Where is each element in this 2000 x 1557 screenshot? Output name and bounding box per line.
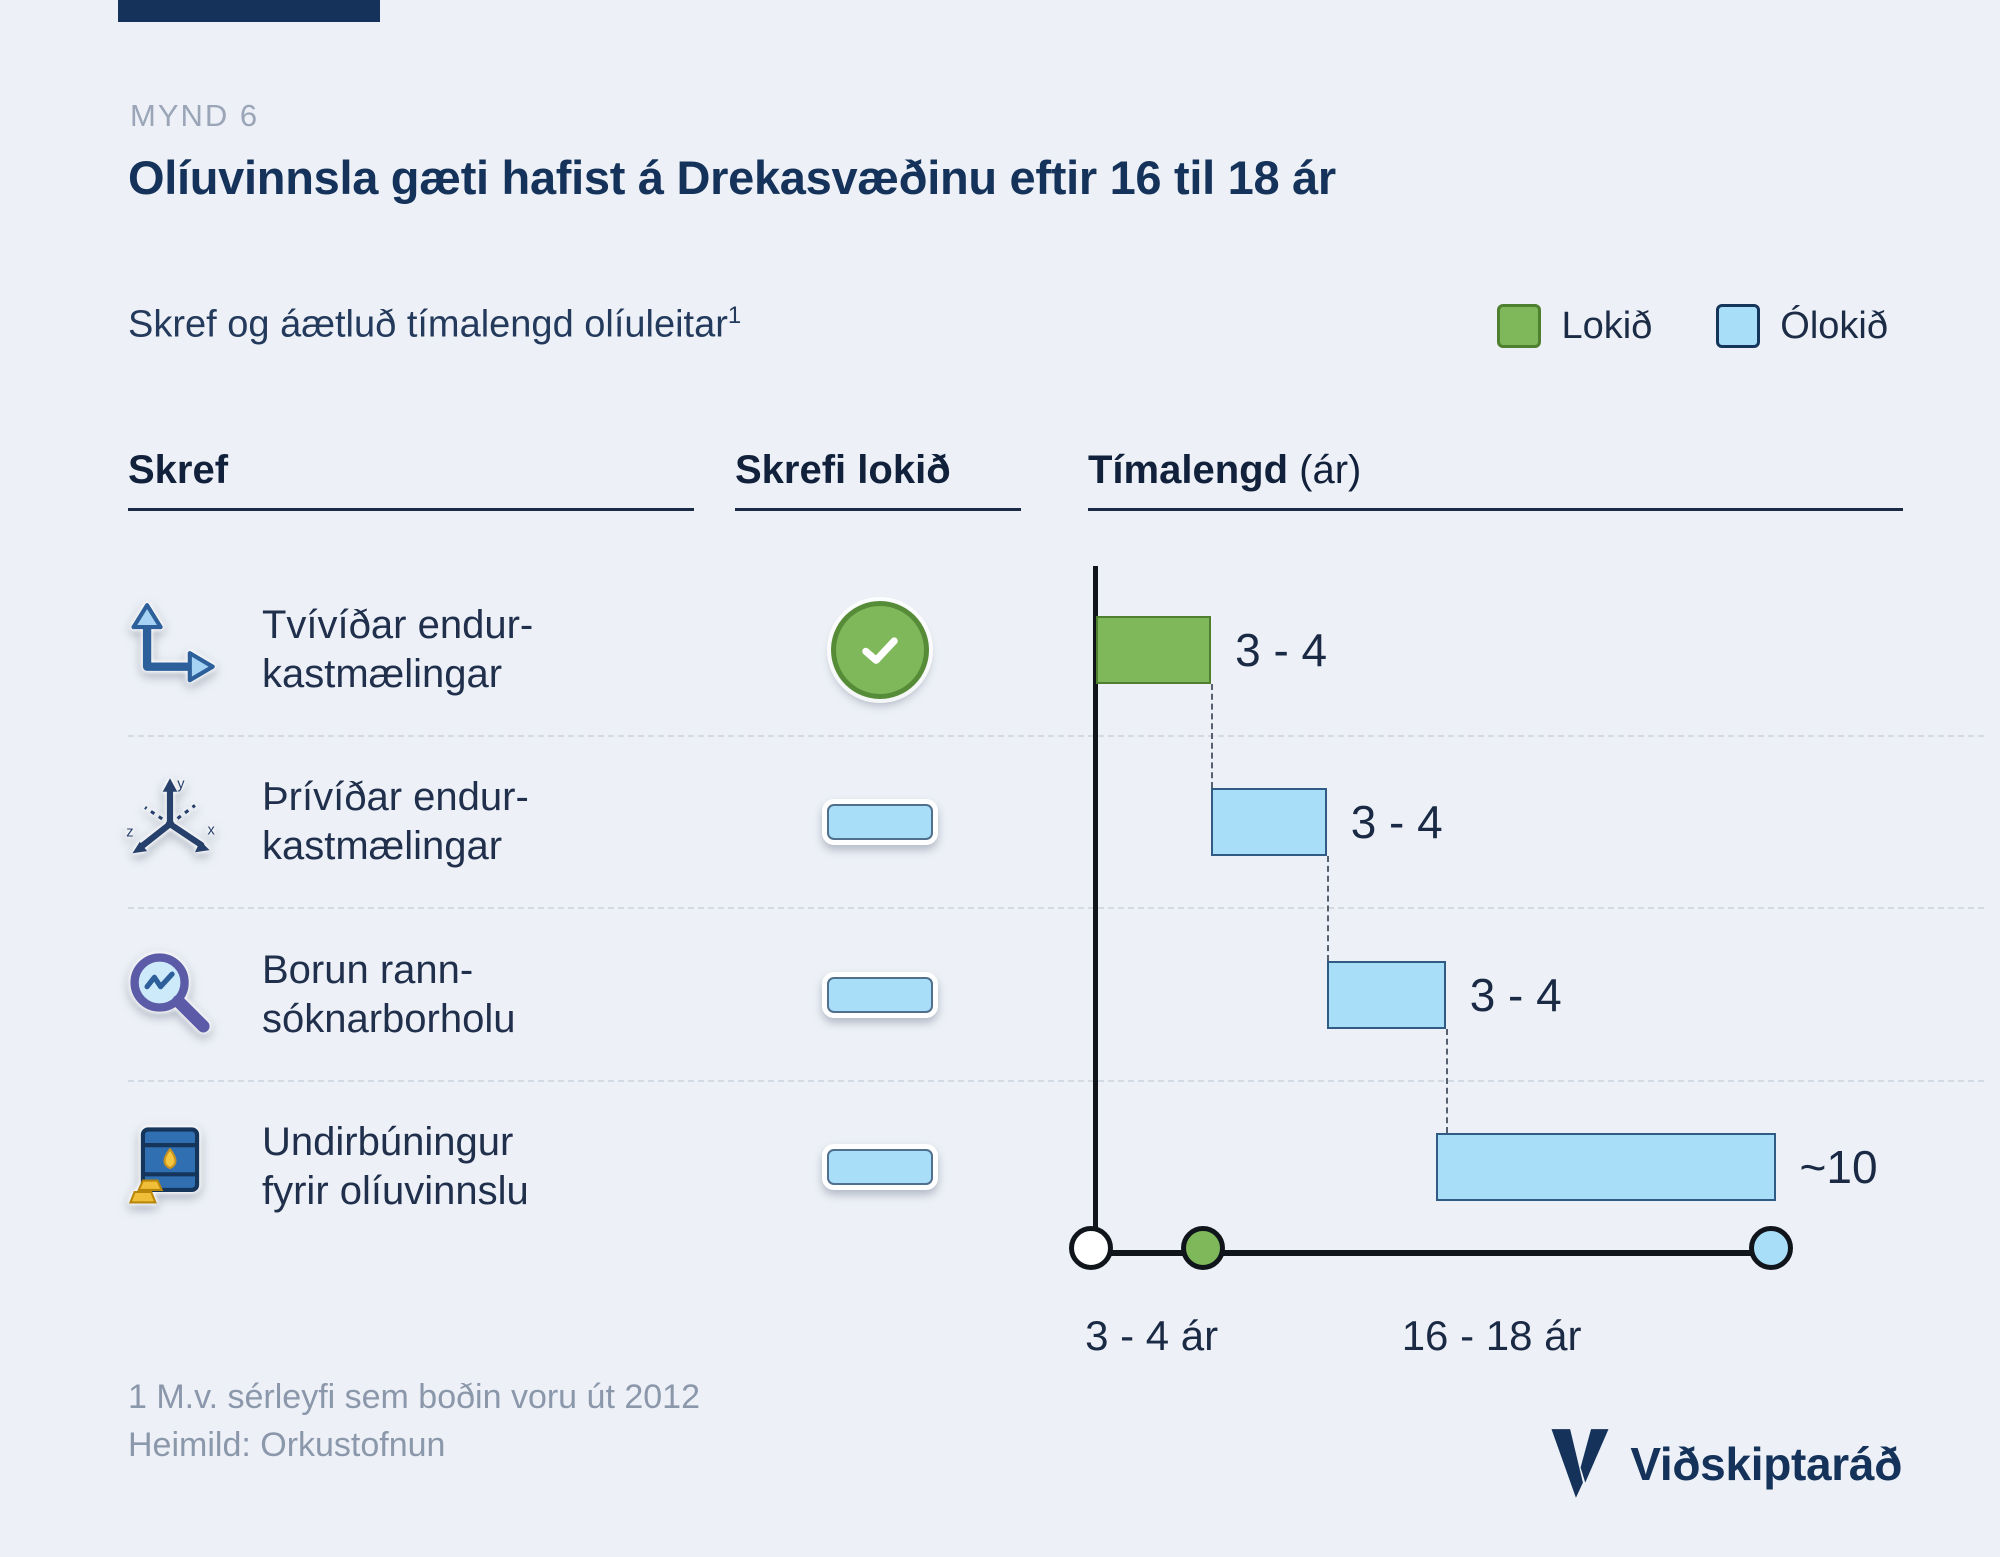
brand: Viðskiptaráð: [1548, 1423, 1902, 1505]
footnote-ref: 1: [727, 302, 742, 329]
legend: Lokið Ólokið: [1497, 304, 1888, 348]
figure-subtitle: Skref og áætluð tímalengd olíuleitar1: [128, 302, 741, 347]
bar-duration-label: 3 - 4: [1350, 796, 1443, 848]
gantt-axis-line: [1093, 566, 1098, 1256]
step-label-line2: sóknarborholu: [262, 997, 516, 1041]
legend-label-done: Lokið: [1561, 304, 1653, 347]
gantt-bar-done: [1095, 616, 1212, 684]
status-done: [831, 601, 929, 699]
timeline-line: [1085, 1250, 1786, 1256]
3d-axes-icon: y z x: [120, 772, 220, 872]
step-label: Þrívíðar endur- kastmælingar: [262, 773, 529, 871]
magnifier-icon: [120, 945, 220, 1045]
timeline-segment-label: 16 - 18 ár: [1401, 1312, 1582, 1359]
step-label-line2: kastmælingar: [262, 652, 503, 696]
timeline-marker-done: [1180, 1226, 1225, 1270]
gantt-connector: [1326, 856, 1329, 961]
check-circle: [831, 601, 929, 699]
2d-axes-icon: [120, 600, 220, 700]
status-pending: [822, 972, 938, 1018]
legend-swatch-pending: [1716, 304, 1761, 348]
step-label-line2: kastmælingar: [262, 824, 503, 868]
legend-label-pending: Ólokið: [1780, 304, 1888, 347]
step-label: Tvívíðar endur- kastmælingar: [262, 601, 533, 699]
legend-swatch-done: [1497, 304, 1542, 348]
row-divider: [128, 735, 1984, 737]
svg-text:x: x: [208, 823, 216, 839]
step-label: Borun rann- sóknarborholu: [262, 946, 516, 1044]
subtitle-text: Skref og áætluð tímalengd olíuleitar: [128, 303, 728, 346]
column-header-completed: Skrefi lokið: [735, 448, 951, 492]
step-label-line1: Þrívíðar endur-: [262, 775, 529, 820]
svg-text:z: z: [126, 825, 133, 841]
table-row: Tvívíðar endur- kastmælingar: [0, 564, 2000, 736]
step-label-line1: Tvívíðar endur-: [262, 603, 534, 648]
gantt-connector: [1211, 684, 1214, 788]
bar-duration-label: 3 - 4: [1235, 624, 1328, 676]
footnote-source: Heimild: Orkustofnun: [128, 1426, 446, 1464]
bar-duration-label: ~10: [1799, 1141, 1878, 1193]
header-rule-completed: [735, 508, 1021, 511]
status-pending: [822, 1144, 938, 1190]
unchecked-pill: [822, 972, 938, 1018]
gantt-bar-pending: [1326, 961, 1446, 1029]
duration-header-unit: (ár): [1299, 448, 1362, 492]
step-label-line1: Undirbúningur: [262, 1120, 514, 1165]
gantt-bar-pending: [1211, 788, 1327, 856]
figure-title: Olíuvinnsla gæti hafist á Drekasvæðinu e…: [128, 151, 1336, 204]
timeline-marker-end: [1748, 1226, 1793, 1270]
figure-label: MYND 6: [130, 98, 260, 133]
status-pending: [822, 799, 938, 845]
svg-text:y: y: [177, 777, 185, 793]
bar-duration-label: 3 - 4: [1469, 969, 1562, 1021]
table-row: y z x Þrívíðar endur- kastmælingar: [0, 736, 2000, 908]
unchecked-pill: [822, 1144, 938, 1190]
brand-name: Viðskiptaráð: [1630, 1438, 1902, 1490]
step-label-line2: fyrir olíuvinnslu: [262, 1169, 529, 1213]
brand-logo-icon: [1551, 1429, 1609, 1498]
footnote-note: 1 M.v. sérleyfi sem boðin voru út 2012: [128, 1378, 700, 1416]
duration-header-bold: Tímalengd: [1088, 448, 1289, 492]
timeline-segment-label: 3 - 4 ár: [1085, 1312, 1219, 1359]
gantt-connector: [1445, 1029, 1448, 1133]
row-divider: [128, 1080, 1984, 1082]
row-divider: [128, 907, 1984, 909]
step-label: Undirbúningur fyrir olíuvinnslu: [262, 1118, 529, 1216]
header-rule-duration: [1088, 508, 1903, 511]
table-row: Borun rann- sóknarborholu: [0, 909, 2000, 1081]
unchecked-pill: [822, 799, 938, 845]
gantt-bar-pending: [1435, 1133, 1776, 1201]
timeline-marker-start: [1068, 1226, 1113, 1270]
header-rule-step: [128, 508, 694, 511]
step-label-line1: Borun rann-: [262, 948, 474, 993]
top-accent-bar: [118, 0, 380, 22]
table-row: Undirbúningur fyrir olíuvinnslu: [0, 1081, 2000, 1253]
column-header-duration: Tímalengd (ár): [1088, 448, 1361, 493]
check-icon: [862, 637, 898, 664]
oil-barrel-icon: [120, 1117, 220, 1217]
column-header-step: Skref: [128, 448, 229, 492]
